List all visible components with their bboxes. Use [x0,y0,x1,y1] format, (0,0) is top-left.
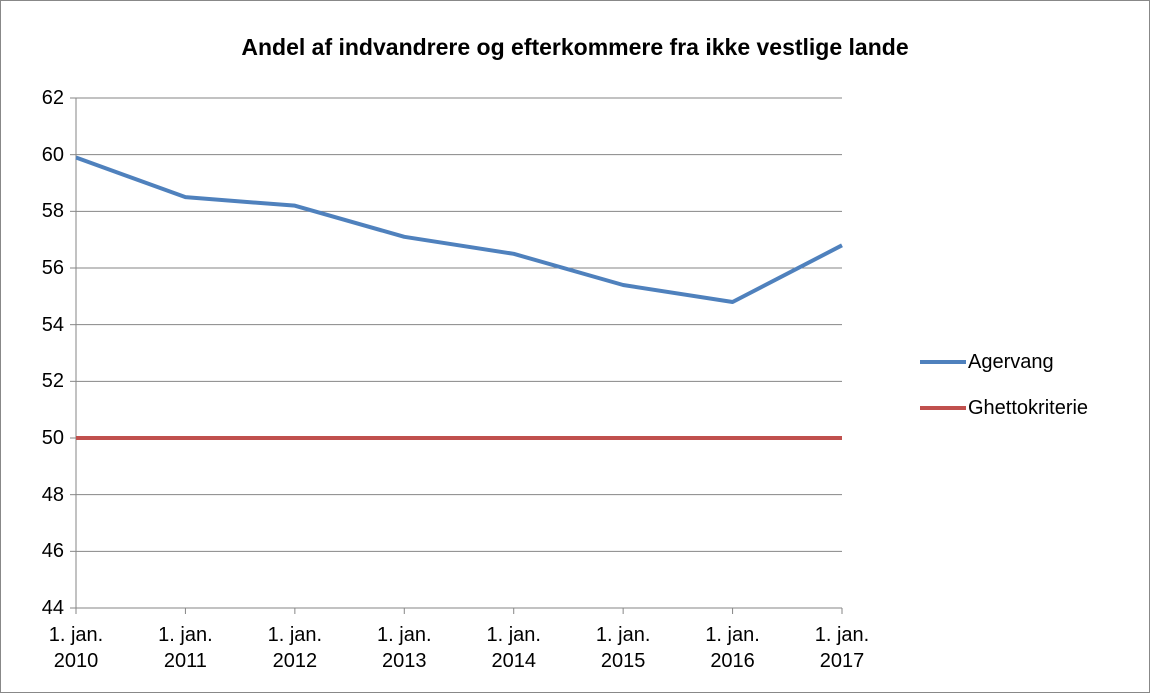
y-tick-label: 62 [41,87,64,109]
y-tick-label: 58 [41,200,64,223]
y-tick-label: 52 [41,370,64,393]
x-tick-label: 1. jan. 2010 [48,624,104,672]
chart-title: Andel af indvandrere og efterkommere fra… [241,34,909,60]
x-tick-label: 1. jan. 2014 [486,624,541,672]
x-tick-label: 1. jan. 2012 [267,624,323,672]
legend-label: Ghettokriterie [968,397,1089,419]
series-line [75,155,843,304]
y-tick-label: 44 [41,597,64,619]
x-tick-label: 1. jan. 2011 [158,624,213,672]
y-tick-label: 48 [41,483,64,506]
y-tick-label: 46 [41,540,64,563]
legend-label: Agervang [968,351,1054,373]
x-tick-label: 1. jan. 2015 [595,624,651,672]
y-tick-label: 56 [41,257,64,279]
x-tick-label: 1. jan. 2016 [705,624,760,672]
y-tick-label: 54 [41,313,64,336]
x-tick-label: 1. jan. 2017 [814,624,870,672]
y-tick-label: 60 [41,143,64,166]
x-tick-label: 1. jan. 2013 [377,624,432,672]
y-tick-label: 50 [41,427,64,449]
